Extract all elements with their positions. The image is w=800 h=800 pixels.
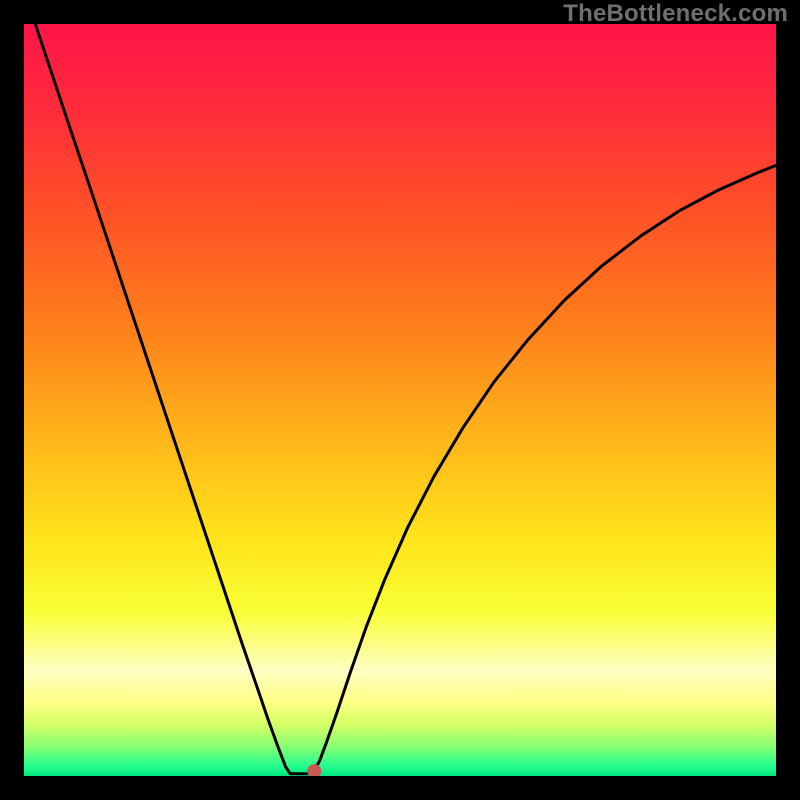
plot-area bbox=[24, 24, 776, 776]
gradient-background bbox=[24, 24, 776, 776]
chart-frame: TheBottleneck.com bbox=[0, 0, 800, 800]
plot-svg bbox=[24, 24, 776, 776]
watermark-text: TheBottleneck.com bbox=[563, 0, 788, 28]
